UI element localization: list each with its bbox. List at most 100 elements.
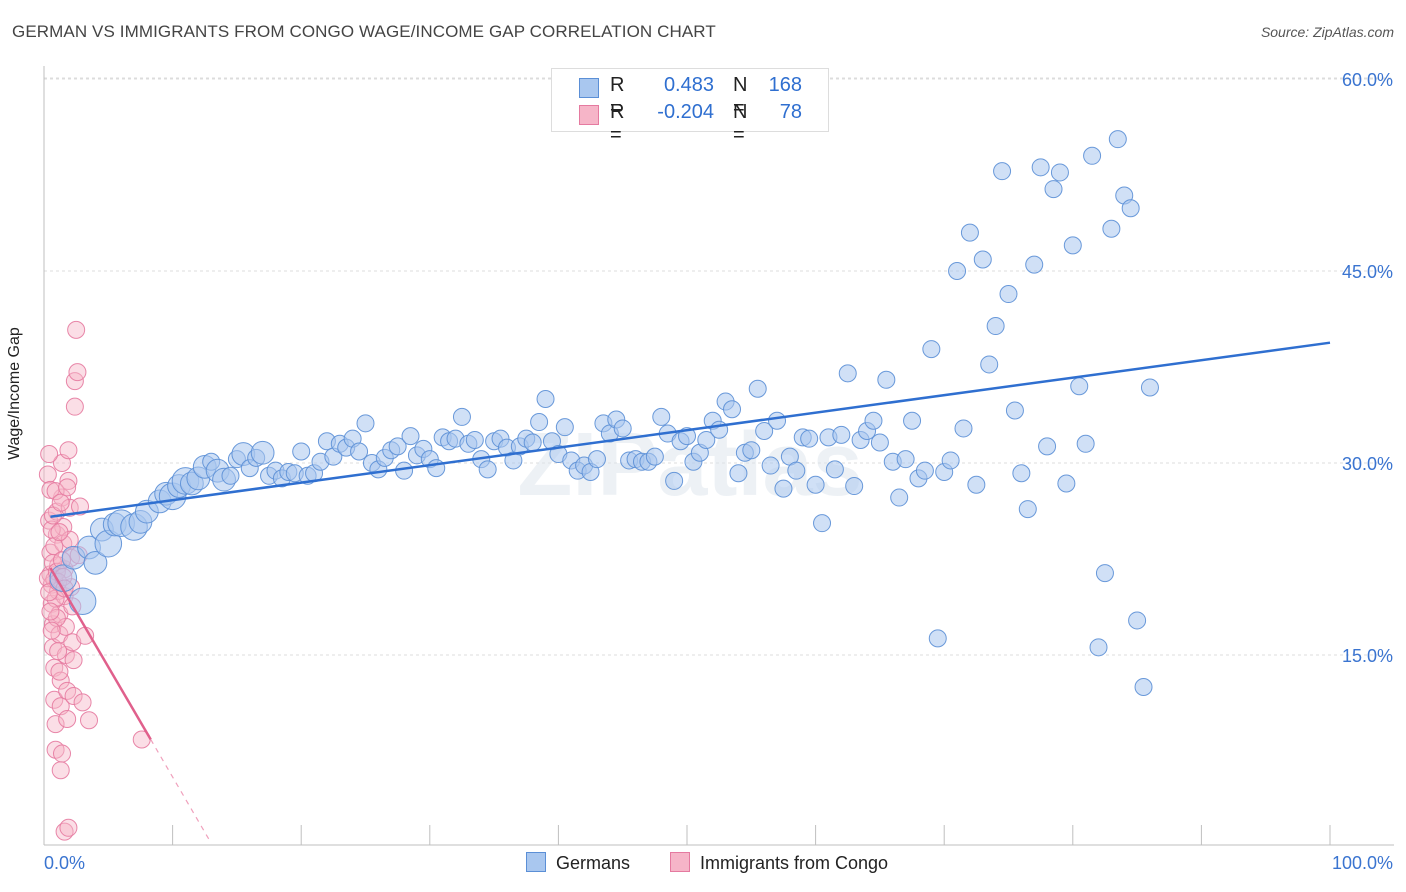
legend-n-value-germans: 168 — [768, 74, 802, 96]
german-point — [350, 442, 369, 461]
german-point — [877, 370, 896, 389]
german-point — [903, 411, 922, 430]
german-point — [388, 437, 407, 456]
german-point — [1018, 500, 1037, 519]
congo-point — [50, 662, 69, 681]
german-point — [1083, 146, 1102, 165]
german-point — [774, 479, 793, 498]
german-point — [697, 430, 716, 449]
congo-point — [73, 693, 92, 712]
german-point — [845, 477, 864, 496]
congo-point — [59, 441, 78, 460]
trend-lines — [49, 341, 1331, 844]
german-point — [999, 285, 1018, 304]
german-point — [465, 430, 484, 449]
congo-point — [80, 711, 99, 730]
german-point — [250, 440, 275, 465]
congo-point — [49, 642, 68, 661]
german-point — [960, 223, 979, 242]
german-point — [896, 450, 915, 469]
legend-n-label: N = — [733, 101, 748, 146]
german-point — [401, 427, 420, 446]
y-tick-label: 45.0% — [1342, 262, 1393, 282]
bottom-legend-congo: Immigrants from Congo — [670, 852, 888, 874]
german-point — [928, 629, 947, 648]
german-point — [787, 461, 806, 480]
german-point — [555, 418, 574, 437]
german-point — [980, 355, 999, 374]
german-point — [427, 459, 446, 478]
congo-point — [50, 523, 69, 542]
german-point — [1025, 255, 1044, 274]
german-point — [742, 441, 761, 460]
german-point — [948, 262, 967, 280]
german-point — [68, 587, 97, 616]
german-point — [941, 451, 960, 470]
german-point — [478, 460, 497, 479]
german-point — [755, 422, 774, 440]
german-point — [864, 411, 883, 430]
german-point — [1063, 236, 1082, 255]
german-point — [973, 250, 992, 269]
german-point — [1121, 199, 1140, 218]
congo-point — [46, 482, 65, 501]
german-point — [292, 442, 311, 461]
bottom-legend-label-congo: Immigrants from Congo — [700, 853, 889, 873]
congo-point — [46, 715, 65, 734]
congo-point — [40, 583, 59, 602]
congo-point — [51, 493, 70, 512]
german-point — [1070, 377, 1089, 396]
legend-r-value-germans: 0.483 — [663, 74, 714, 96]
congo-point — [59, 471, 78, 490]
german-point — [993, 162, 1012, 181]
tick-labels: 15.0% 30.0% 45.0% 60.0% 0.0% 100.0% — [44, 70, 1393, 873]
congo-point — [41, 602, 60, 621]
german-point — [523, 433, 542, 452]
german-point — [1038, 437, 1057, 456]
german-point — [1057, 474, 1076, 493]
legend-r-label: R = — [610, 101, 625, 146]
german-point — [1005, 401, 1024, 420]
congo-point — [64, 651, 83, 670]
german-point — [800, 429, 819, 448]
congo-point — [59, 818, 78, 837]
legend-n-label: N = — [733, 74, 748, 119]
german-point — [986, 317, 1005, 336]
bottom-legend-swatch-congo — [670, 852, 690, 872]
german-point — [1102, 219, 1121, 238]
german-point — [536, 390, 555, 408]
german-point — [813, 514, 832, 533]
congo-point — [45, 690, 64, 709]
german-point — [530, 413, 549, 432]
german-point — [613, 419, 632, 438]
german-point — [587, 450, 606, 469]
axes — [43, 66, 1394, 846]
congo-point — [40, 445, 59, 464]
congo-point — [58, 710, 77, 728]
legend-r-value-congo: -0.204 — [657, 101, 714, 123]
german-point — [1050, 163, 1069, 182]
german-point — [915, 461, 934, 480]
y-tick-label: 15.0% — [1342, 646, 1393, 666]
german-point — [1012, 464, 1031, 483]
german-point — [1089, 638, 1108, 657]
german-point — [1095, 564, 1114, 583]
y-tick-label: 30.0% — [1342, 454, 1393, 474]
german-point — [870, 433, 889, 452]
german-point — [954, 419, 973, 438]
german-point — [748, 379, 767, 398]
legend-r-label: R = — [610, 74, 625, 119]
x-tick-label: 0.0% — [44, 853, 85, 873]
german-point — [723, 400, 742, 419]
german-point — [1076, 434, 1095, 453]
german-point — [1128, 611, 1147, 630]
german-point — [221, 466, 240, 485]
german-point — [452, 407, 471, 426]
y-tick-label: 60.0% — [1342, 70, 1393, 90]
german-point — [645, 447, 664, 466]
congo-point — [51, 761, 70, 780]
congo-point — [51, 671, 70, 690]
german-point — [806, 475, 825, 494]
congo-point — [68, 363, 87, 382]
legend-box: R = 0.483 N = 168 R = -0.204 N = 78 — [551, 68, 829, 146]
